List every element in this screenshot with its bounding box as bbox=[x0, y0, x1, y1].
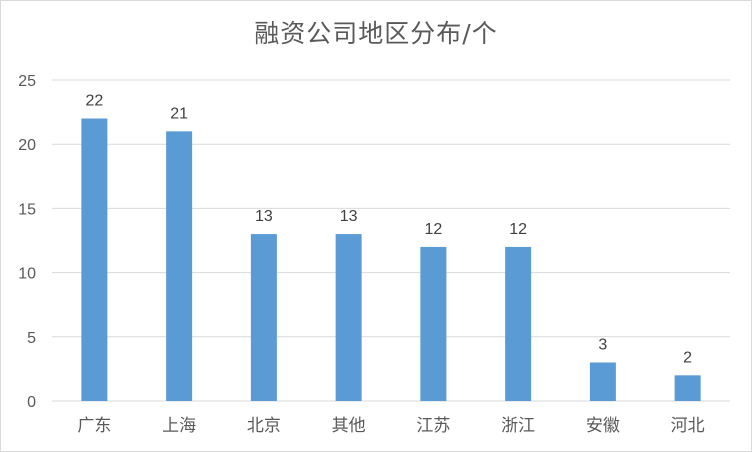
y-tick-label: 5 bbox=[27, 330, 36, 347]
chart-title: 融资公司地区分布/个 bbox=[254, 19, 498, 48]
bar-广东 bbox=[81, 118, 108, 402]
x-axis-categories: 广东 上海 北京 其他 江苏 浙江 安徽 河北 bbox=[77, 416, 704, 436]
bar-河北 bbox=[674, 375, 701, 401]
gridlines bbox=[52, 79, 730, 402]
y-tick-label: 20 bbox=[18, 137, 36, 154]
y-axis-ticks: 0 5 10 15 20 25 bbox=[18, 73, 36, 411]
data-label-浙江: 12 bbox=[509, 221, 527, 238]
data-label-广东: 22 bbox=[85, 93, 103, 110]
x-category-label: 江苏 bbox=[416, 416, 450, 436]
y-tick-label: 15 bbox=[18, 201, 36, 218]
data-labels: 22 21 13 13 12 12 3 2 bbox=[85, 93, 692, 367]
x-category-label: 北京 bbox=[247, 416, 281, 436]
y-tick-label: 10 bbox=[18, 266, 36, 283]
bar-江苏 bbox=[420, 246, 447, 401]
bar-上海 bbox=[166, 131, 193, 402]
data-label-江苏: 12 bbox=[424, 221, 442, 238]
bar-安徽 bbox=[589, 362, 616, 401]
data-label-上海: 21 bbox=[170, 105, 188, 122]
data-label-北京: 13 bbox=[255, 208, 273, 225]
x-category-label: 河北 bbox=[671, 416, 705, 436]
x-category-label: 其他 bbox=[332, 416, 366, 436]
y-tick-label: 0 bbox=[27, 394, 36, 411]
x-category-label: 安徽 bbox=[586, 416, 620, 436]
y-tick-label: 25 bbox=[18, 73, 36, 90]
data-label-河北: 2 bbox=[683, 349, 692, 366]
bar-其他 bbox=[335, 234, 362, 401]
x-category-label: 广东 bbox=[77, 416, 111, 436]
data-label-其他: 13 bbox=[340, 208, 358, 225]
x-category-label: 上海 bbox=[162, 416, 196, 436]
bar-北京 bbox=[250, 234, 277, 401]
bars bbox=[81, 118, 701, 402]
bar-浙江 bbox=[505, 246, 532, 401]
data-label-安徽: 3 bbox=[598, 336, 607, 353]
x-category-label: 浙江 bbox=[501, 416, 535, 436]
